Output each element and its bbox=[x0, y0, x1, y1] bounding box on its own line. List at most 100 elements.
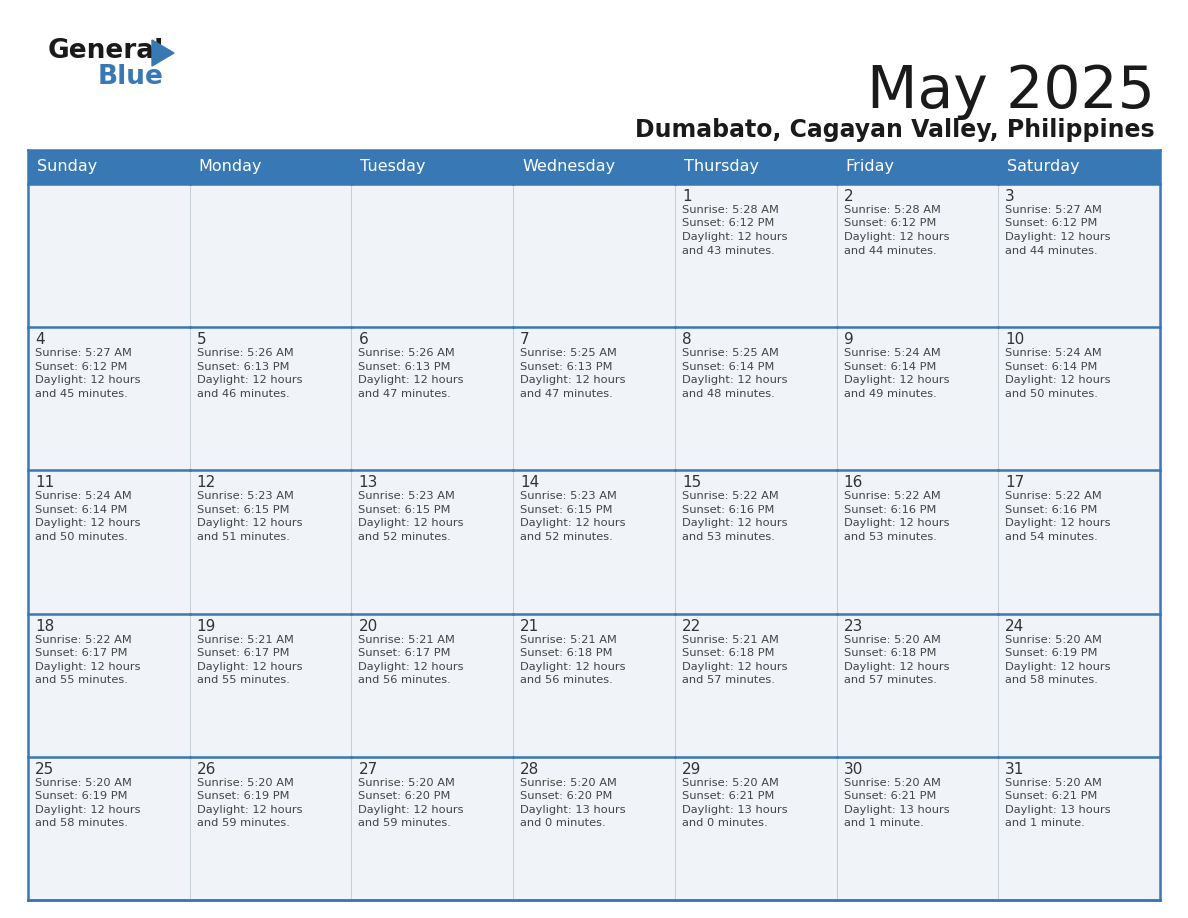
Text: Sunset: 6:21 PM: Sunset: 6:21 PM bbox=[1005, 791, 1098, 801]
Text: 18: 18 bbox=[34, 619, 55, 633]
Text: Daylight: 12 hours: Daylight: 12 hours bbox=[682, 232, 788, 242]
Text: Daylight: 12 hours: Daylight: 12 hours bbox=[682, 519, 788, 529]
Text: and 53 minutes.: and 53 minutes. bbox=[843, 532, 936, 542]
Text: and 51 minutes.: and 51 minutes. bbox=[197, 532, 290, 542]
Text: and 0 minutes.: and 0 minutes. bbox=[682, 818, 767, 828]
Text: Sunrise: 5:27 AM: Sunrise: 5:27 AM bbox=[34, 348, 132, 358]
Text: Daylight: 13 hours: Daylight: 13 hours bbox=[682, 805, 788, 815]
Text: Sunset: 6:12 PM: Sunset: 6:12 PM bbox=[34, 362, 127, 372]
Text: Daylight: 12 hours: Daylight: 12 hours bbox=[682, 662, 788, 672]
Text: 14: 14 bbox=[520, 476, 539, 490]
Text: Sunrise: 5:20 AM: Sunrise: 5:20 AM bbox=[520, 778, 617, 788]
Text: and 58 minutes.: and 58 minutes. bbox=[34, 818, 128, 828]
Text: Sunrise: 5:26 AM: Sunrise: 5:26 AM bbox=[197, 348, 293, 358]
Bar bbox=[513, 470, 675, 613]
Text: 29: 29 bbox=[682, 762, 701, 777]
Text: and 53 minutes.: and 53 minutes. bbox=[682, 532, 775, 542]
Text: 25: 25 bbox=[34, 762, 55, 777]
Text: and 47 minutes.: and 47 minutes. bbox=[520, 388, 613, 398]
Bar bbox=[836, 613, 998, 756]
Bar bbox=[836, 184, 998, 327]
Bar bbox=[190, 470, 352, 613]
Bar bbox=[29, 756, 190, 900]
Text: Daylight: 12 hours: Daylight: 12 hours bbox=[1005, 519, 1111, 529]
Text: Sunset: 6:18 PM: Sunset: 6:18 PM bbox=[843, 648, 936, 658]
Text: Sunset: 6:16 PM: Sunset: 6:16 PM bbox=[682, 505, 775, 515]
Text: 28: 28 bbox=[520, 762, 539, 777]
Bar bbox=[352, 327, 513, 470]
Text: and 55 minutes.: and 55 minutes. bbox=[34, 675, 128, 685]
Bar bbox=[29, 327, 190, 470]
Text: 31: 31 bbox=[1005, 762, 1025, 777]
Text: Tuesday: Tuesday bbox=[360, 160, 426, 174]
Text: Saturday: Saturday bbox=[1007, 160, 1080, 174]
Text: 9: 9 bbox=[843, 332, 853, 347]
Text: Blue: Blue bbox=[97, 64, 164, 90]
Text: and 46 minutes.: and 46 minutes. bbox=[197, 388, 290, 398]
Bar bbox=[836, 756, 998, 900]
Text: Sunrise: 5:27 AM: Sunrise: 5:27 AM bbox=[1005, 205, 1102, 215]
Text: Monday: Monday bbox=[198, 160, 263, 174]
Text: Sunrise: 5:22 AM: Sunrise: 5:22 AM bbox=[843, 491, 941, 501]
Text: Thursday: Thursday bbox=[684, 160, 759, 174]
Text: 2: 2 bbox=[843, 189, 853, 204]
Text: Sunrise: 5:20 AM: Sunrise: 5:20 AM bbox=[34, 778, 132, 788]
Bar bbox=[513, 613, 675, 756]
Text: Sunrise: 5:24 AM: Sunrise: 5:24 AM bbox=[34, 491, 132, 501]
Bar bbox=[675, 756, 836, 900]
Text: Daylight: 12 hours: Daylight: 12 hours bbox=[359, 662, 465, 672]
Text: Sunset: 6:13 PM: Sunset: 6:13 PM bbox=[359, 362, 451, 372]
Text: Sunset: 6:14 PM: Sunset: 6:14 PM bbox=[1005, 362, 1098, 372]
Bar bbox=[190, 756, 352, 900]
Text: Daylight: 12 hours: Daylight: 12 hours bbox=[843, 519, 949, 529]
Bar bbox=[513, 327, 675, 470]
Text: and 57 minutes.: and 57 minutes. bbox=[843, 675, 936, 685]
Bar bbox=[352, 613, 513, 756]
Text: 26: 26 bbox=[197, 762, 216, 777]
Text: and 1 minute.: and 1 minute. bbox=[1005, 818, 1085, 828]
Bar bbox=[190, 327, 352, 470]
Text: Sunset: 6:20 PM: Sunset: 6:20 PM bbox=[359, 791, 450, 801]
Text: Daylight: 12 hours: Daylight: 12 hours bbox=[359, 805, 465, 815]
Text: and 50 minutes.: and 50 minutes. bbox=[1005, 388, 1098, 398]
Text: Daylight: 12 hours: Daylight: 12 hours bbox=[197, 519, 302, 529]
Bar bbox=[190, 184, 352, 327]
Text: Daylight: 12 hours: Daylight: 12 hours bbox=[520, 662, 626, 672]
Bar bbox=[29, 613, 190, 756]
Bar bbox=[675, 613, 836, 756]
Text: 3: 3 bbox=[1005, 189, 1015, 204]
Text: Sunrise: 5:21 AM: Sunrise: 5:21 AM bbox=[682, 634, 778, 644]
Bar bbox=[998, 184, 1159, 327]
Text: and 54 minutes.: and 54 minutes. bbox=[1005, 532, 1098, 542]
Text: and 57 minutes.: and 57 minutes. bbox=[682, 675, 775, 685]
Text: Sunday: Sunday bbox=[37, 160, 97, 174]
Bar bbox=[998, 613, 1159, 756]
Text: Sunrise: 5:22 AM: Sunrise: 5:22 AM bbox=[34, 634, 132, 644]
Text: 21: 21 bbox=[520, 619, 539, 633]
Text: Sunset: 6:19 PM: Sunset: 6:19 PM bbox=[34, 791, 127, 801]
Text: Sunrise: 5:21 AM: Sunrise: 5:21 AM bbox=[197, 634, 293, 644]
Text: and 55 minutes.: and 55 minutes. bbox=[197, 675, 290, 685]
Bar bbox=[29, 470, 190, 613]
Text: Daylight: 12 hours: Daylight: 12 hours bbox=[843, 232, 949, 242]
Text: Daylight: 12 hours: Daylight: 12 hours bbox=[1005, 375, 1111, 386]
Text: 23: 23 bbox=[843, 619, 862, 633]
Text: and 59 minutes.: and 59 minutes. bbox=[197, 818, 290, 828]
Text: Sunrise: 5:28 AM: Sunrise: 5:28 AM bbox=[843, 205, 941, 215]
Text: Sunset: 6:13 PM: Sunset: 6:13 PM bbox=[197, 362, 289, 372]
Text: 22: 22 bbox=[682, 619, 701, 633]
Text: Sunrise: 5:20 AM: Sunrise: 5:20 AM bbox=[1005, 778, 1102, 788]
Text: Daylight: 13 hours: Daylight: 13 hours bbox=[1005, 805, 1111, 815]
Text: Sunset: 6:19 PM: Sunset: 6:19 PM bbox=[197, 791, 289, 801]
Text: Sunrise: 5:22 AM: Sunrise: 5:22 AM bbox=[1005, 491, 1102, 501]
Bar bbox=[675, 327, 836, 470]
Text: Sunset: 6:12 PM: Sunset: 6:12 PM bbox=[843, 218, 936, 229]
Text: and 50 minutes.: and 50 minutes. bbox=[34, 532, 128, 542]
Text: 19: 19 bbox=[197, 619, 216, 633]
Text: 1: 1 bbox=[682, 189, 691, 204]
Text: and 0 minutes.: and 0 minutes. bbox=[520, 818, 606, 828]
Text: Sunrise: 5:21 AM: Sunrise: 5:21 AM bbox=[520, 634, 617, 644]
Text: and 52 minutes.: and 52 minutes. bbox=[359, 532, 451, 542]
Text: Sunset: 6:16 PM: Sunset: 6:16 PM bbox=[1005, 505, 1098, 515]
Text: Sunset: 6:15 PM: Sunset: 6:15 PM bbox=[359, 505, 451, 515]
